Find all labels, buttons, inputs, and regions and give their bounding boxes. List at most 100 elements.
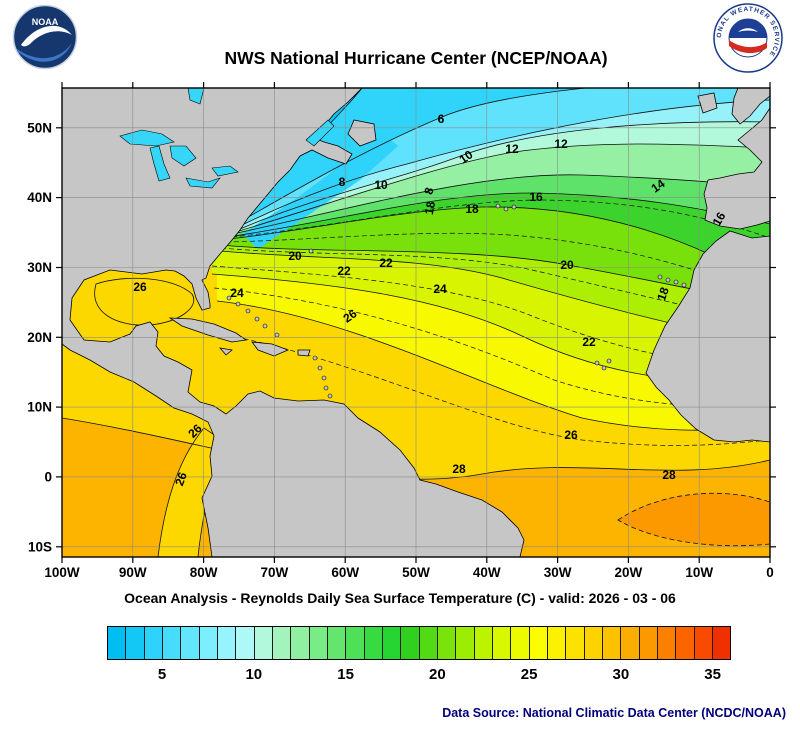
colorbar-cell (199, 627, 218, 659)
lon-axis-label: 40W (473, 565, 501, 580)
colorbar-cell (694, 627, 713, 659)
nws-red-swoosh (729, 40, 767, 54)
sst-patch (617, 492, 770, 547)
colorbar-cell (529, 627, 548, 659)
island (606, 358, 612, 364)
isotherm-12 (238, 143, 770, 232)
colorbar-cell (162, 627, 182, 659)
colorbar-cell (456, 627, 475, 659)
colorbar-cell (419, 627, 438, 659)
contour-label: 18 (654, 285, 672, 303)
page-title: NWS National Hurricane Center (NCEP/NOAA… (224, 48, 608, 68)
contour-label: 20 (560, 258, 574, 272)
island (511, 204, 517, 210)
lon-axis-label: 10W (685, 565, 713, 580)
lake (211, 165, 239, 177)
lon-axis-label: 70W (261, 565, 289, 580)
colorbar-tick-label: 35 (704, 666, 721, 683)
island (321, 375, 327, 381)
contour-label: 10 (374, 178, 388, 192)
lake (305, 119, 335, 147)
colorbar-tick-label: 15 (337, 666, 354, 683)
isotherm-8 (239, 99, 770, 227)
lat-axis-label: 50N (27, 120, 52, 135)
map-caption: Ocean Analysis - Reynolds Daily Sea Surf… (124, 590, 676, 606)
colorbar-cell (511, 627, 530, 659)
lon-axis-label: 20W (615, 565, 643, 580)
island (665, 277, 671, 283)
lat-axis-label: 10S (28, 539, 52, 554)
colorbar-labels: 5 10 15 20 25 30 35 (107, 666, 731, 688)
colorbar-cell (566, 627, 585, 659)
contour-label: 6 (438, 112, 445, 126)
island (594, 360, 600, 366)
lon-axis-label: 80W (190, 565, 218, 580)
lake (119, 129, 175, 147)
colorbar-cell (272, 627, 292, 659)
contour-label: 16 (710, 209, 729, 228)
noaa-logo-disc (12, 4, 78, 70)
colorbar-tick-label: 25 (520, 666, 538, 683)
lake (185, 177, 221, 189)
landmass (297, 349, 311, 357)
island (308, 248, 314, 254)
lake (169, 145, 197, 167)
colorbar-cell (144, 627, 163, 659)
contour-label: 8 (339, 175, 346, 189)
island (673, 279, 679, 285)
colorbar-cell (327, 627, 347, 659)
colorbar-cell (492, 627, 512, 659)
island (601, 365, 607, 371)
island (245, 308, 251, 314)
landmass (697, 92, 718, 114)
contour-label: 22 (379, 256, 393, 270)
landmass (703, 107, 770, 230)
contour-label: 18 (465, 202, 479, 216)
lon-axis-label: 50W (402, 565, 430, 580)
contour-label: 28 (662, 468, 676, 482)
landmass (251, 341, 290, 357)
colorbar-cell (621, 627, 640, 659)
lat-axis-label: 40N (27, 190, 52, 205)
lon-axis-label: 0 (766, 565, 774, 580)
lake (187, 88, 205, 105)
noaa-logo: NOAA (12, 4, 78, 70)
isotherm-16 (233, 192, 770, 237)
temperature-colorbar (107, 626, 731, 660)
lon-axis-label: 30W (544, 565, 572, 580)
lon-axis-label: 90W (119, 565, 147, 580)
island (681, 282, 687, 288)
isotherm-dashed (231, 199, 770, 239)
lat-axis-label: 10N (27, 400, 52, 415)
colorbar-cell (217, 627, 237, 659)
colorbar-cell (401, 627, 420, 659)
isotherm-dashed (219, 333, 770, 446)
island (235, 301, 241, 307)
contour-label: 24 (433, 282, 447, 296)
colorbar-cell (291, 627, 310, 659)
colorbar-cell (657, 627, 677, 659)
island (226, 295, 232, 301)
landmass (218, 347, 233, 356)
noaa-logo-text: NOAA (32, 17, 59, 27)
colorbar-cell (602, 627, 622, 659)
contour-label: 22 (337, 264, 351, 278)
isotherm-28 (62, 417, 770, 480)
island (274, 332, 280, 338)
island (312, 355, 318, 361)
island (503, 206, 509, 212)
colorbar-cell (474, 627, 493, 659)
isotherm-10 (239, 121, 770, 230)
data-source-note: Data Source: National Climatic Data Cent… (442, 706, 786, 720)
contour-label: 28 (452, 462, 466, 476)
colorbar-cell (181, 627, 200, 659)
colorbar-cell (236, 627, 255, 659)
contour-label: 12 (505, 142, 519, 156)
colorbar-tick-label: 30 (612, 666, 630, 683)
colorbar-cell (254, 627, 273, 659)
island (262, 323, 268, 329)
colorbar-cell (309, 627, 328, 659)
colorbar-cell (437, 627, 457, 659)
